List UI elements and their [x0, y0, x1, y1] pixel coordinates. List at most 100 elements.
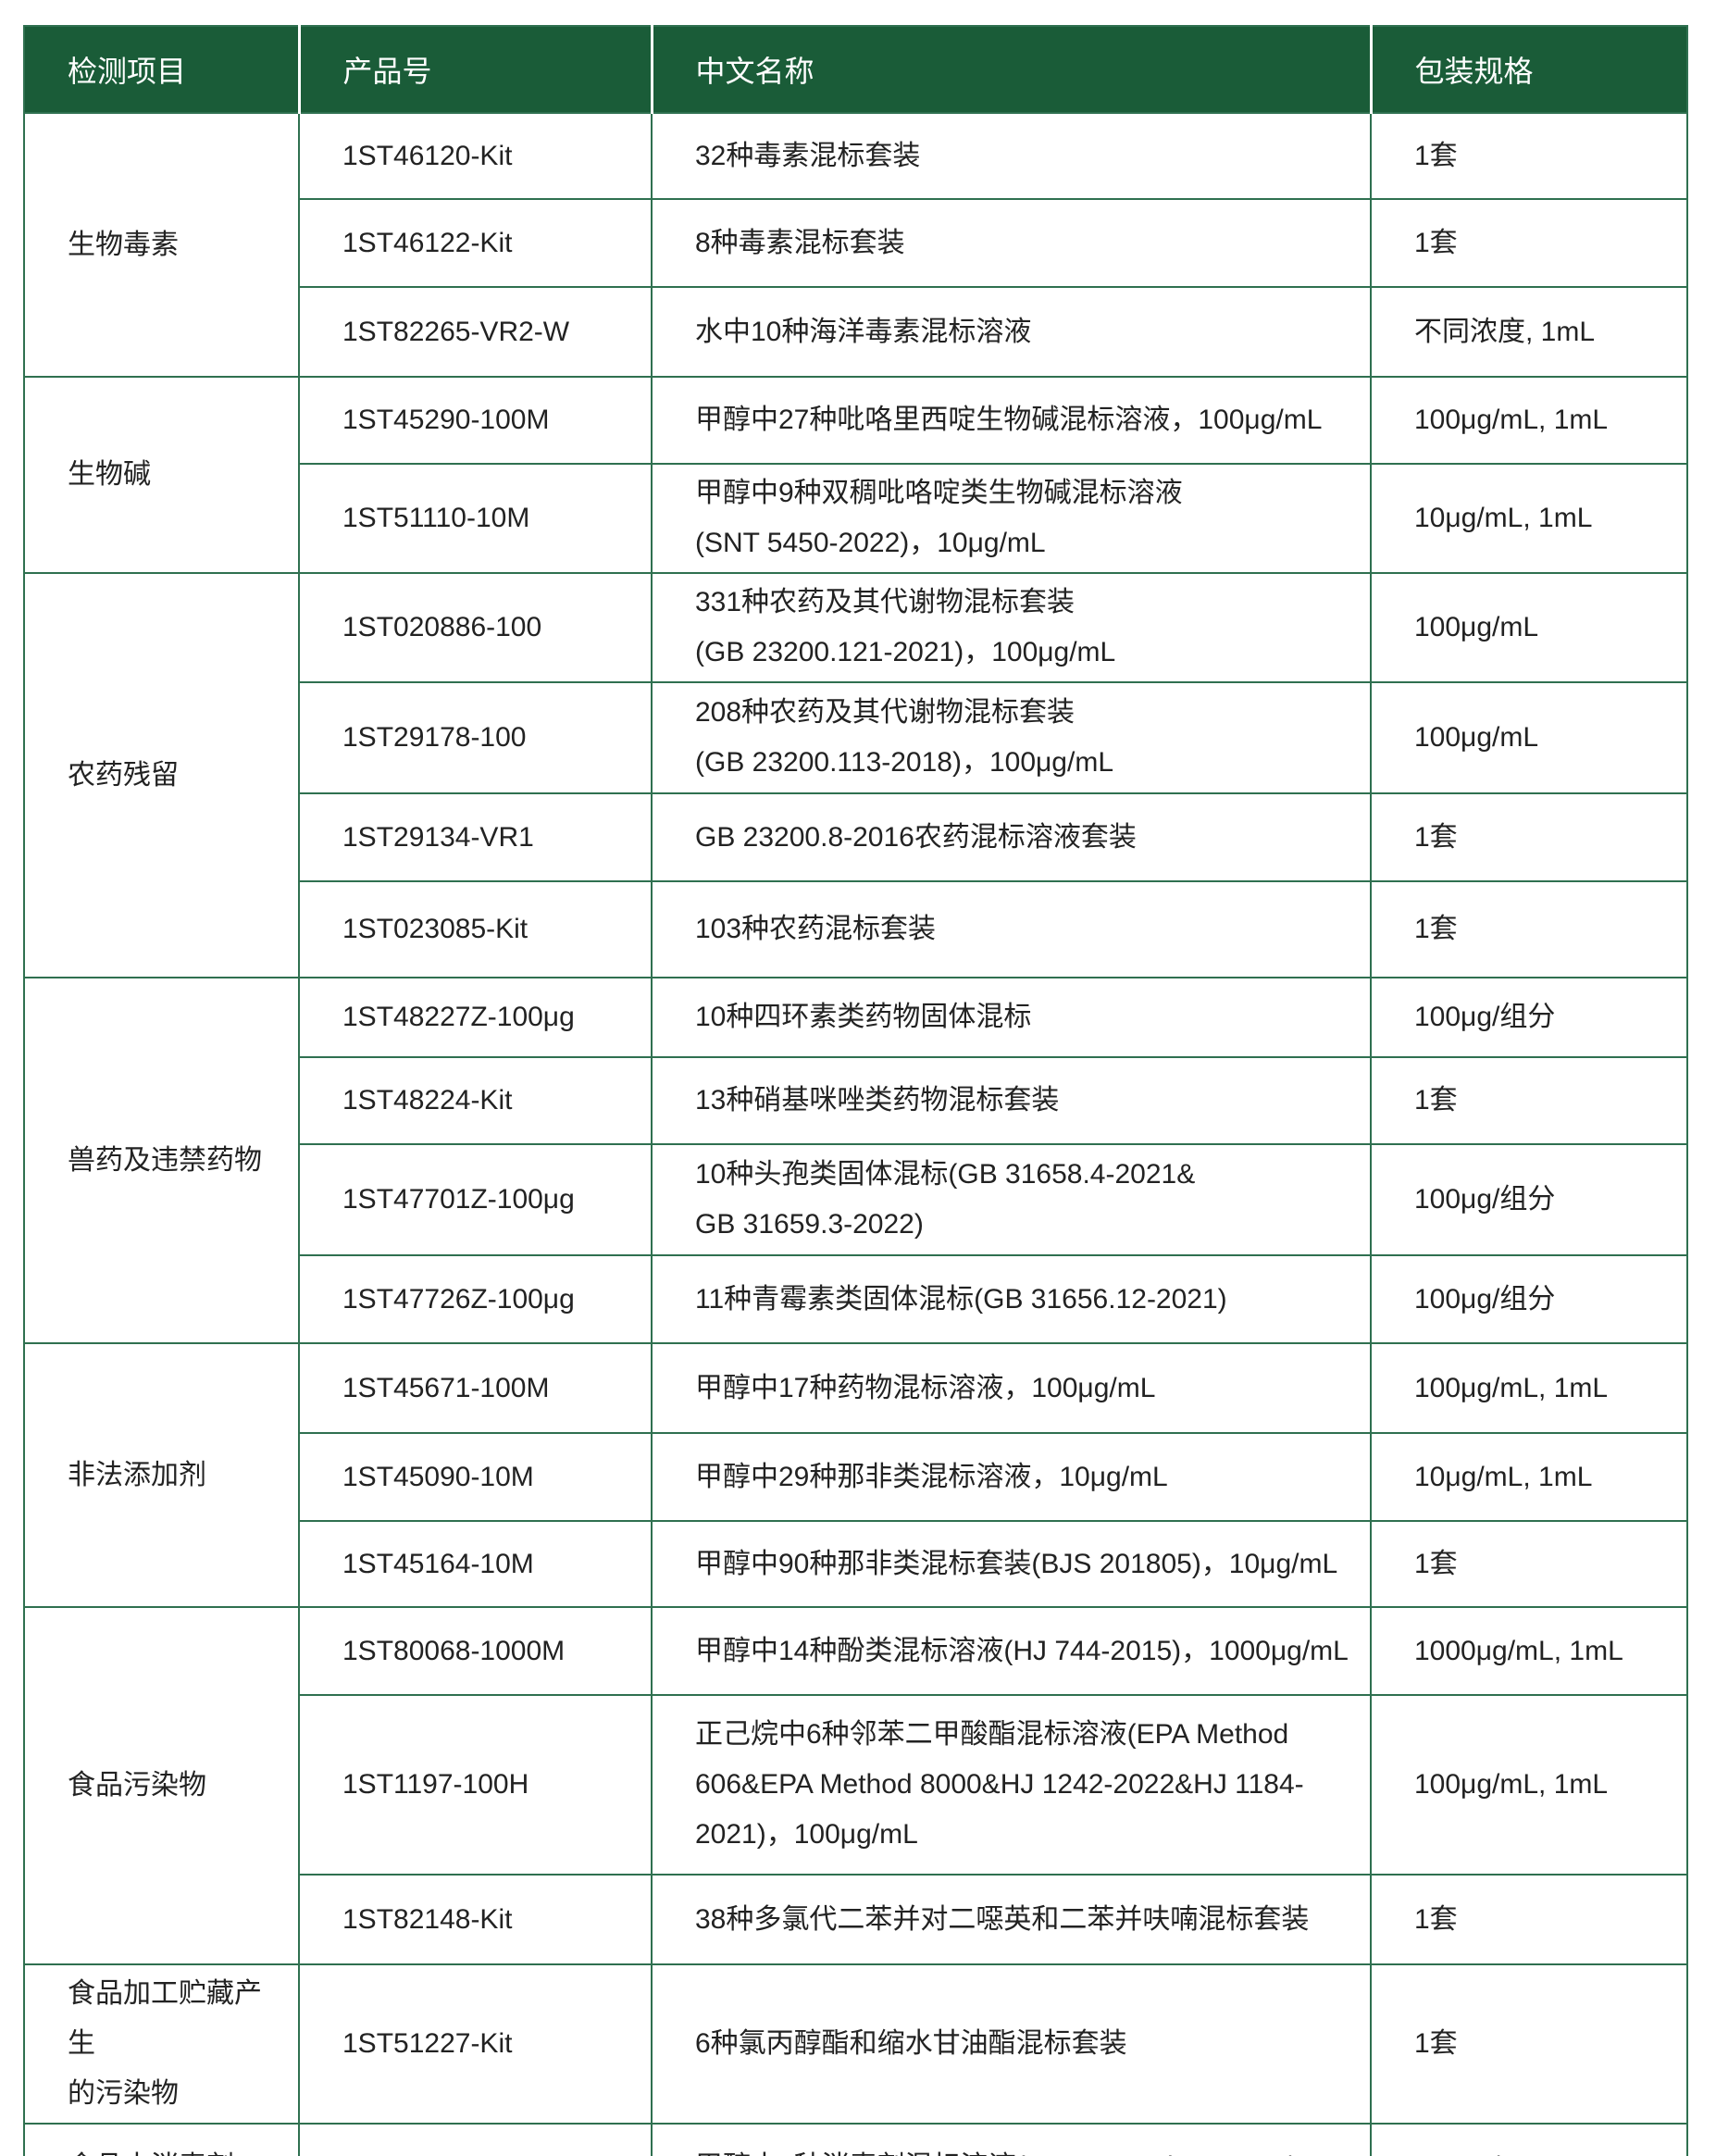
package-spec-cell: 100μg/mL: [1370, 681, 1688, 794]
package-spec-cell: 10μg/mL, 1mL: [1370, 463, 1688, 574]
chinese-name-cell: 甲醇中29种那非类混标溶液，10μg/mL: [651, 1432, 1372, 1522]
product-number-cell: 1ST82148-Kit: [298, 1874, 653, 1965]
table-row: 生物毒素 1ST46120-Kit 32种毒素混标套装 1套: [23, 112, 1688, 378]
package-spec-cell: 100μg/mL, 1mL: [1370, 376, 1688, 465]
table-row: 食品中消毒剂1ST80881-100M甲醇中6种消毒剂混标溶液(BJS20200…: [23, 2123, 1688, 2156]
package-spec-cell: 1套: [1370, 1874, 1688, 1965]
table-row: 1ST82148-Kit 38种多氯代二苯并对二噁英和二苯并呋喃混标套装 1套: [24, 1874, 1688, 1965]
table-row: 1ST46122-Kit 8种毒素混标套装 1套: [24, 198, 1688, 288]
package-spec-cell: 100μg/组分: [1370, 1143, 1688, 1256]
table-row: 1ST45090-10M 甲醇中29种那非类混标溶液，10μg/mL 10μg/mL…: [24, 1432, 1688, 1522]
chinese-name-cell: 8种毒素混标套装: [651, 198, 1372, 288]
product-number-cell: 1ST45671-100M: [298, 1342, 653, 1434]
chinese-name-cell: 331种农药及其代谢物混标套装 (GB 23200.121-2021)，100μ…: [651, 572, 1372, 683]
category-cell: 生物毒素: [23, 112, 300, 378]
chinese-name-cell: 甲醇中17种药物混标溶液，100μg/mL: [651, 1342, 1372, 1434]
package-spec-cell: 1套: [1370, 792, 1688, 882]
product-number-cell: 1ST47726Z-100μg: [298, 1254, 653, 1344]
table-row: 食品加工贮藏产生 的污染物 1ST51227-Kit 6种氯丙醇酯和缩水甘油酯混标套…: [23, 1963, 1688, 2125]
package-spec-cell: 1套: [1370, 1520, 1688, 1608]
chinese-name-cell: 32种毒素混标套装: [651, 112, 1372, 200]
chinese-name-cell: 208种农药及其代谢物混标套装 (GB 23200.113-2018)，100μ…: [651, 681, 1372, 794]
table-row: 1ST29178-100 208种农药及其代谢物混标套装 (GB 23200.11…: [24, 681, 1688, 794]
table-row: 1ST45164-10M 甲醇中90种那非类混标套装(BJS 201805)，10…: [24, 1520, 1688, 1608]
table-row: 1ST82265-VR2-W 水中10种海洋毒素混标溶液 不同浓度, 1mL: [24, 286, 1688, 378]
table-row: 生物碱 1ST45290-100M 甲醇中27种吡咯里西啶生物碱混标溶液，100μg…: [23, 376, 1688, 574]
chinese-name-cell: 甲醇中27种吡咯里西啶生物碱混标溶液，100μg/mL: [651, 376, 1372, 465]
package-spec-cell: 100μg/mL: [1370, 572, 1688, 683]
package-spec-cell: 100μg/mL, 1mL: [1370, 1694, 1688, 1876]
chinese-name-cell: 甲醇中14种酚类混标溶液(HJ 744-2015)，1000μg/mL: [651, 1606, 1372, 1696]
header-row: 检测项目 产品号 中文名称 包装规格: [24, 26, 1688, 113]
header-test-item: 检测项目: [24, 26, 301, 113]
table-row: 农药残留 1ST020886-100 331种农药及其代谢物混标套装 (GB 232…: [23, 572, 1688, 978]
product-number-cell: 1ST47701Z-100μg: [298, 1143, 653, 1256]
chinese-name-cell: 甲醇中6种消毒剂混标溶液(BJS202007)，100μg/mL: [651, 2123, 1372, 2156]
table-header: 检测项目 产品号 中文名称 包装规格: [24, 26, 1688, 113]
product-number-cell: 1ST020886-100: [298, 572, 653, 683]
table-row: 兽药及违禁药物 1ST48227Z-100μg 10种四环素类药物固体混标 100μg…: [23, 977, 1688, 1344]
table-row: 非法添加剂 1ST45671-100M 甲醇中17种药物混标溶液，100μg/mL 1…: [23, 1342, 1688, 1608]
product-number-cell: 1ST023085-Kit: [298, 880, 653, 978]
chinese-name-cell: 10种四环素类药物固体混标: [651, 977, 1372, 1058]
product-number-cell: 1ST45290-100M: [298, 376, 653, 465]
table-row: 1ST023085-Kit 103种农药混标套装 1套: [24, 880, 1688, 978]
product-number-cell: 1ST46122-Kit: [298, 198, 653, 288]
table-row: 1ST29134-VR1 GB 23200.8-2016农药混标溶液套装 1套: [24, 792, 1688, 882]
package-spec-cell: 10μg/mL, 1mL: [1370, 1432, 1688, 1522]
package-spec-cell: 1套: [1370, 1963, 1688, 2125]
header-chinese-name: 中文名称: [652, 26, 1373, 113]
table-row: 1ST47701Z-100μg 10种头孢类固体混标(GB 31658.4-202…: [24, 1143, 1688, 1256]
chinese-name-cell: 正己烷中6种邻苯二甲酸酯混标溶液(EPA Method 606&EPA Meth…: [651, 1694, 1372, 1876]
product-number-cell: 1ST1197-100H: [298, 1694, 653, 1876]
package-spec-cell: 100μg/组分: [1370, 1254, 1688, 1344]
chinese-name-cell: 103种农药混标套装: [651, 880, 1372, 978]
category-cell: 生物碱: [23, 376, 300, 574]
table-body: 生物毒素 1ST46120-Kit 32种毒素混标套装 1套 1ST46122-Kit 8…: [23, 112, 1688, 2156]
category-cell: 食品污染物: [23, 1606, 300, 1965]
chinese-name-cell: 10种头孢类固体混标(GB 31658.4-2021& GB 31659.3-2…: [651, 1143, 1372, 1256]
package-spec-cell: 100μg/mL, 1mL: [1370, 1342, 1688, 1434]
chinese-name-cell: 6种氯丙醇酯和缩水甘油酯混标套装: [651, 1963, 1372, 2125]
chinese-name-cell: 11种青霉素类固体混标(GB 31656.12-2021): [651, 1254, 1372, 1344]
product-number-cell: 1ST45164-10M: [298, 1520, 653, 1608]
chinese-name-cell: 甲醇中9种双稠吡咯啶类生物碱混标溶液 (SNT 5450-2022)，10μg/…: [651, 463, 1372, 574]
package-spec-cell: 1000μg/mL, 1mL: [1370, 1606, 1688, 1696]
category-cell: 食品加工贮藏产生 的污染物: [23, 1963, 300, 2125]
table-row: 1ST47726Z-100μg 11种青霉素类固体混标(GB 31656.12-2…: [24, 1254, 1688, 1344]
header-package-spec: 包装规格: [1371, 26, 1688, 113]
package-spec-cell: 100μg/组分: [1370, 977, 1688, 1058]
chinese-name-cell: 38种多氯代二苯并对二噁英和二苯并呋喃混标套装: [651, 1874, 1372, 1965]
product-table-wrap: 检测项目 产品号 中文名称 包装规格 生物毒素 1ST46120-Kit 32种毒素…: [23, 25, 1688, 2156]
product-number-cell: 1ST80068-1000M: [298, 1606, 653, 1696]
package-spec-cell: 1套: [1370, 198, 1688, 288]
header-product-number: 产品号: [299, 26, 653, 113]
product-number-cell: 1ST51110-10M: [298, 463, 653, 574]
product-number-cell: 1ST48227Z-100μg: [298, 977, 653, 1058]
chinese-name-cell: 13种硝基咪唑类药物混标套装: [651, 1056, 1372, 1145]
product-number-cell: 1ST29134-VR1: [298, 792, 653, 882]
category-cell: 农药残留: [23, 572, 300, 978]
category-cell: 兽药及违禁药物: [23, 977, 300, 1344]
package-spec-cell: 1套: [1370, 1056, 1688, 1145]
product-number-cell: 1ST46120-Kit: [298, 112, 653, 200]
product-number-cell: 1ST45090-10M: [298, 1432, 653, 1522]
chinese-name-cell: 甲醇中90种那非类混标套装(BJS 201805)，10μg/mL: [651, 1520, 1372, 1608]
table-row: 1ST48224-Kit 13种硝基咪唑类药物混标套装 1套: [24, 1056, 1688, 1145]
product-number-cell: 1ST80881-100M: [298, 2123, 653, 2156]
table-row: 1ST51110-10M 甲醇中9种双稠吡咯啶类生物碱混标溶液 (SNT 5450…: [24, 463, 1688, 574]
category-cell: 非法添加剂: [23, 1342, 300, 1608]
chinese-name-cell: GB 23200.8-2016农药混标溶液套装: [651, 792, 1372, 882]
package-spec-cell: 不同浓度, 1mL: [1370, 286, 1688, 378]
package-spec-cell: 100μg/mL, 1mL: [1370, 2123, 1688, 2156]
package-spec-cell: 1套: [1370, 880, 1688, 978]
chinese-name-cell: 水中10种海洋毒素混标溶液: [651, 286, 1372, 378]
category-cell: 食品中消毒剂: [23, 2123, 300, 2156]
product-number-cell: 1ST82265-VR2-W: [298, 286, 653, 378]
package-spec-cell: 1套: [1370, 112, 1688, 200]
table-row: 1ST1197-100H 正己烷中6种邻苯二甲酸酯混标溶液(EPA Method …: [24, 1694, 1688, 1876]
product-number-cell: 1ST51227-Kit: [298, 1963, 653, 2125]
product-number-cell: 1ST29178-100: [298, 681, 653, 794]
products-table: 检测项目 产品号 中文名称 包装规格 生物毒素 1ST46120-Kit 32种毒素…: [23, 25, 1688, 2156]
